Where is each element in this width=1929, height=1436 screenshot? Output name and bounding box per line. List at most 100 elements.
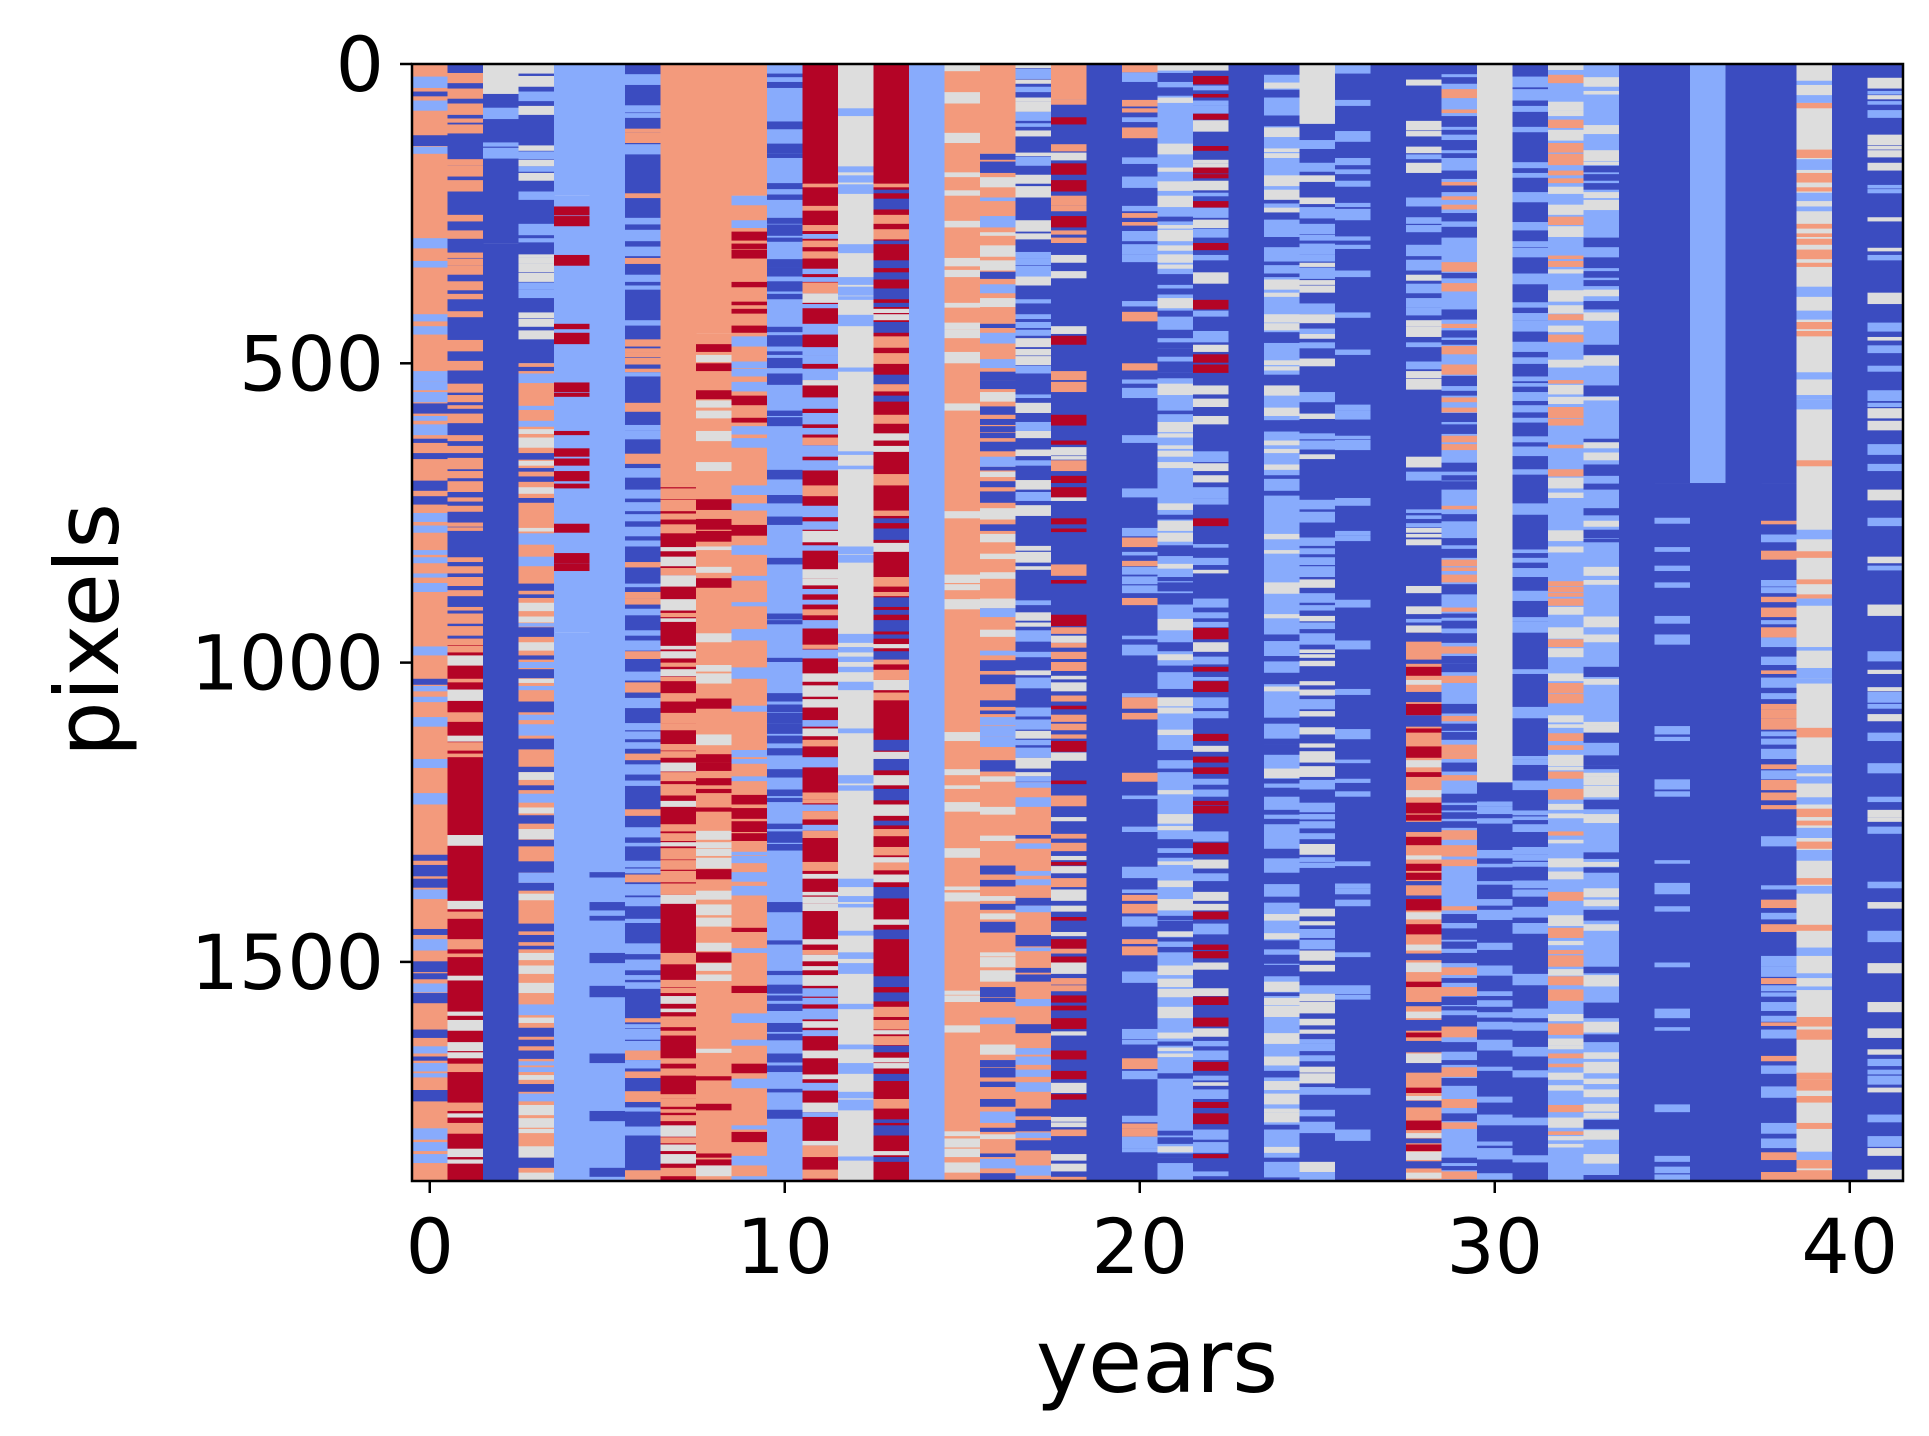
heatmap-cell — [1512, 824, 1549, 833]
heatmap-cell — [1583, 90, 1620, 95]
heatmap-cell — [1406, 1040, 1443, 1053]
heatmap-cell — [1335, 729, 1372, 740]
heatmap-cell — [1512, 590, 1549, 601]
heatmap-cell — [1015, 879, 1052, 886]
heatmap-cell — [802, 452, 839, 457]
heatmap-cell — [1761, 748, 1798, 759]
heatmap-cell — [447, 457, 484, 470]
heatmap-cell — [447, 88, 484, 99]
heatmap-cell — [1867, 95, 1904, 100]
heatmap-cell — [838, 656, 875, 663]
plot-frame — [410, 62, 1905, 1183]
heatmap-cell — [838, 175, 875, 183]
heatmap-cell — [1441, 213, 1478, 222]
heatmap-cell — [660, 824, 697, 832]
heatmap-cell — [1583, 165, 1620, 173]
heatmap-cell — [1796, 727, 1833, 738]
heatmap-cell — [873, 862, 910, 871]
heatmap-cell — [1051, 705, 1088, 710]
heatmap-cell — [873, 1119, 910, 1123]
heatmap-cell — [980, 710, 1017, 715]
heatmap-cell — [1796, 764, 1833, 774]
heatmap-cell — [1441, 89, 1478, 99]
heatmap-cell — [980, 380, 1017, 390]
heatmap-cell — [731, 855, 768, 864]
heatmap-cell — [980, 371, 1017, 381]
heatmap-cell — [1299, 358, 1336, 367]
heatmap-cell — [1122, 795, 1159, 800]
heatmap-cell — [447, 159, 484, 166]
heatmap-cell — [625, 128, 662, 133]
heatmap-cell — [1299, 413, 1336, 419]
heatmap-cell — [873, 214, 910, 224]
heatmap-cell — [1583, 396, 1620, 401]
heatmap-cell — [1761, 1022, 1798, 1026]
heatmap-cell — [1299, 985, 1336, 994]
heatmap-cell — [1867, 1058, 1904, 1067]
heatmap-cell — [447, 638, 484, 646]
heatmap-cell — [1583, 192, 1620, 199]
heatmap-cell — [767, 940, 804, 945]
heatmap-cell — [1193, 398, 1230, 407]
heatmap-cell — [518, 1118, 555, 1128]
heatmap-cell — [1264, 634, 1301, 642]
heatmap-cell — [696, 390, 733, 400]
heatmap-cell — [802, 861, 839, 871]
heatmap-cell — [447, 1052, 484, 1059]
heatmap-column-20 — [1122, 64, 1159, 1181]
heatmap-cell — [589, 952, 626, 964]
heatmap-cell — [1761, 985, 1798, 992]
heatmap-cell — [518, 724, 555, 736]
heatmap-cell — [1548, 598, 1585, 606]
x-tick-label: 40 — [1801, 1202, 1898, 1291]
heatmap-cell — [873, 1125, 910, 1136]
heatmap-column-8 — [696, 64, 733, 1182]
heatmap-cell — [944, 322, 981, 330]
heatmap-cell — [1264, 672, 1301, 685]
heatmap-cell — [1583, 1061, 1620, 1074]
heatmap-cell — [625, 229, 662, 242]
heatmap-cell — [518, 91, 555, 102]
heatmap-cell — [1157, 826, 1194, 831]
heatmap-cell — [873, 591, 910, 597]
heatmap-cell — [1193, 518, 1230, 527]
heatmap-cell — [1406, 899, 1443, 911]
heatmap-cell — [1406, 666, 1443, 676]
heatmap-cell — [518, 623, 555, 627]
heatmap-cell — [1264, 407, 1301, 416]
heatmap-cell — [447, 645, 484, 653]
heatmap-cell — [1157, 880, 1194, 888]
heatmap-cell — [731, 1063, 768, 1074]
heatmap-cell — [1015, 356, 1052, 366]
heatmap-cell — [1299, 654, 1336, 658]
heatmap-cell — [873, 788, 910, 801]
heatmap-cell — [447, 1019, 484, 1031]
heatmap-column-40 — [1832, 64, 1869, 1181]
heatmap-cell — [1157, 1041, 1194, 1046]
heatmap-cell — [980, 1158, 1017, 1169]
heatmap-cell — [1299, 814, 1336, 820]
heatmap-cell — [1548, 444, 1585, 449]
x-axis-label: years — [1036, 1310, 1278, 1413]
heatmap-cell — [1157, 361, 1194, 373]
heatmap-cell — [1264, 360, 1301, 366]
heatmap-cell — [873, 272, 910, 280]
heatmap-cell — [412, 1090, 449, 1102]
heatmap-cell — [554, 448, 591, 457]
heatmap-cell — [1157, 329, 1194, 339]
heatmap-cell — [1406, 1011, 1443, 1019]
heatmap-cell — [802, 293, 839, 303]
heatmap-cell — [412, 76, 449, 88]
heatmap-cell — [696, 963, 733, 971]
heatmap-cell — [696, 363, 733, 372]
heatmap-cell — [660, 1030, 697, 1036]
heatmap-cell — [447, 258, 484, 266]
heatmap-cell — [1051, 230, 1088, 235]
heatmap-cell — [1796, 149, 1833, 158]
heatmap-cell — [1548, 831, 1585, 836]
heatmap-cell — [447, 180, 484, 192]
heatmap-cell — [1299, 333, 1336, 339]
heatmap-cell — [1761, 580, 1798, 587]
heatmap-cell — [1441, 996, 1478, 1006]
heatmap-cell — [838, 633, 875, 643]
